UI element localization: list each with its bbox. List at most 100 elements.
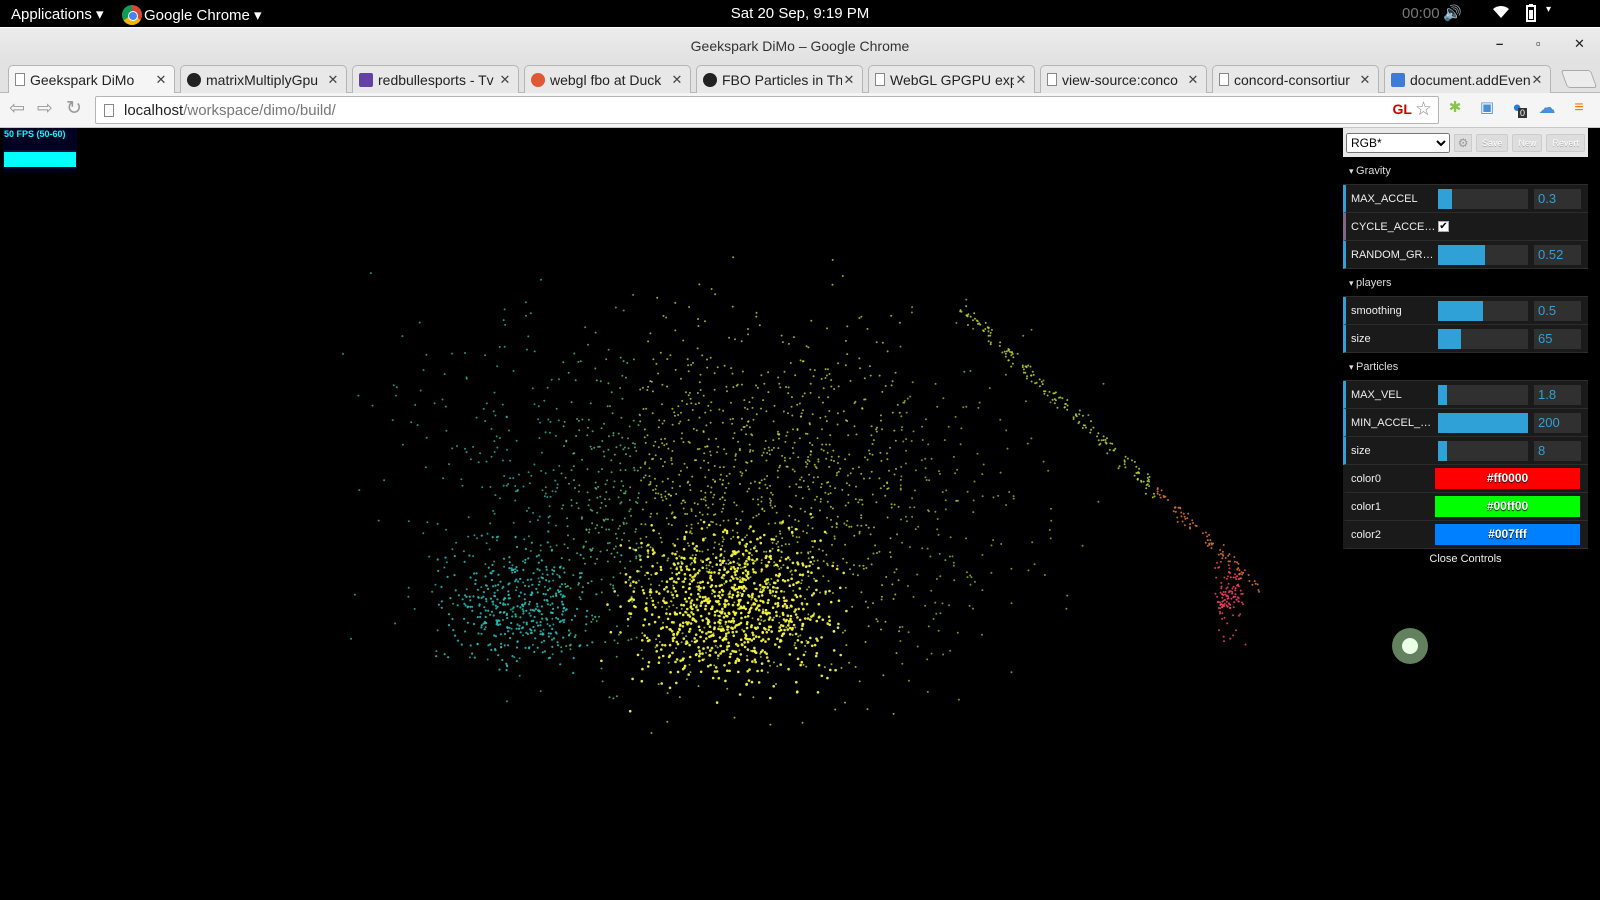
gear-icon[interactable]: ⚙	[1454, 133, 1472, 152]
dat-gui-panel: RGB* ⚙ Save New Revert Gravity MAX_ACCEL…	[1343, 128, 1588, 571]
chrome-menu-icon[interactable]: ≡	[1574, 99, 1584, 116]
preset-select[interactable]: RGB*	[1346, 132, 1451, 153]
tab-close-icon[interactable]: ✕	[155, 71, 167, 87]
app-menu-google-chrome[interactable]: Google Chrome ▾	[122, 5, 262, 25]
folder-particles[interactable]: Particles	[1343, 353, 1588, 381]
tab-close-icon[interactable]: ✕	[1187, 71, 1199, 87]
cycle-accel-checkbox[interactable]: ✔	[1438, 221, 1449, 232]
tab-close-icon[interactable]: ✕	[671, 71, 683, 87]
cloud-icon[interactable]: ☁	[1538, 98, 1556, 117]
slider-fill	[1438, 440, 1447, 461]
color0-picker[interactable]: #ff0000	[1435, 468, 1580, 489]
control-color0: color0 #ff0000	[1343, 465, 1588, 493]
tab-label: WebGL GPGPU exp	[890, 71, 1014, 88]
twitch-icon	[359, 72, 373, 87]
tab-redbullesports[interactable]: redbullesports - Tv ✕	[352, 65, 519, 93]
tab-close-icon[interactable]: ✕	[327, 71, 339, 87]
applications-menu[interactable]: Applications ▾	[11, 6, 104, 23]
close-controls-button[interactable]: Close Controls	[1343, 549, 1588, 571]
tab-label: concord-consortiur	[1234, 71, 1350, 88]
slider-fill	[1438, 300, 1483, 321]
particle-size-input[interactable]: 8	[1534, 440, 1581, 461]
control-cycle-accel: CYCLE_ACCEL... ✔	[1343, 213, 1588, 241]
minimize-button[interactable]: –	[1496, 36, 1504, 51]
random-gravity-slider[interactable]	[1438, 244, 1528, 265]
window-extension-icon[interactable]: ▣	[1479, 99, 1495, 116]
system-top-bar: Applications ▾ Google Chrome ▾ Sat 20 Se…	[0, 0, 1600, 27]
volume-icon[interactable]: 🔊	[1443, 5, 1462, 22]
control-label: color2	[1351, 528, 1381, 541]
reload-icon[interactable]: ↻	[66, 98, 82, 119]
new-tab-button[interactable]	[1560, 70, 1598, 88]
folder-gravity[interactable]: Gravity	[1343, 157, 1588, 185]
particle-canvas[interactable]	[0, 128, 1600, 900]
duckduckgo-icon	[531, 72, 545, 87]
max-vel-slider[interactable]	[1438, 384, 1528, 405]
github-icon	[703, 72, 717, 87]
random-gravity-input[interactable]: 0.52	[1534, 244, 1581, 265]
control-label: MAX_VEL	[1351, 388, 1402, 401]
tab-webgl-fbo-duckduckgo[interactable]: webgl fbo at Duck ✕	[524, 65, 691, 93]
max-accel-input[interactable]: 0.3	[1534, 188, 1581, 209]
close-window-button[interactable]: ✕	[1574, 36, 1585, 51]
min-accel-dist-slider[interactable]	[1438, 412, 1528, 433]
webgl-inspector-badge[interactable]: GL	[1392, 101, 1412, 117]
control-color1: color1 #00ff00	[1343, 493, 1588, 521]
control-max-accel: MAX_ACCEL 0.3	[1343, 185, 1588, 213]
color1-picker[interactable]: #00ff00	[1435, 496, 1580, 517]
new-button[interactable]: New	[1512, 133, 1543, 152]
control-label: MAX_ACCEL	[1351, 192, 1418, 205]
tab-matrixmultiplygpu[interactable]: matrixMultiplyGpu ✕	[180, 65, 347, 93]
tab-close-icon[interactable]: ✕	[843, 71, 855, 87]
control-particle-size: size 8	[1343, 437, 1588, 465]
profile-extension-icon[interactable]: ● 0	[1512, 99, 1528, 118]
control-random-gravity: RANDOM_GRA... 0.52	[1343, 241, 1588, 269]
back-arrow-icon[interactable]: ⇦	[9, 98, 25, 119]
window-title: Geekspark DiMo – Google Chrome	[690, 38, 910, 54]
app-menu-label: Google Chrome ▾	[144, 7, 262, 24]
bookmark-star-icon[interactable]: ☆	[1414, 99, 1432, 120]
battery-icon[interactable]	[1524, 4, 1538, 26]
control-label: size	[1351, 332, 1371, 345]
particle-size-slider[interactable]	[1438, 440, 1528, 461]
tab-close-icon[interactable]: ✕	[1359, 71, 1371, 87]
max-vel-input[interactable]: 1.8	[1534, 384, 1581, 405]
save-button[interactable]: Save	[1475, 133, 1509, 152]
smoothing-slider[interactable]	[1438, 300, 1528, 321]
control-label: CYCLE_ACCEL...	[1351, 220, 1438, 233]
color2-picker[interactable]: #007fff	[1435, 524, 1580, 545]
tab-document-addeventlistener[interactable]: document.addEven ✕	[1384, 65, 1551, 93]
extension-badge: 0	[1518, 108, 1528, 118]
tab-fbo-particles[interactable]: FBO Particles in Th ✕	[696, 65, 863, 93]
chrome-icon	[122, 5, 142, 25]
player-size-input[interactable]: 65	[1534, 328, 1581, 349]
slider-fill	[1438, 412, 1528, 433]
revert-button[interactable]: Revert	[1546, 133, 1585, 152]
maximize-button[interactable]: ▫	[1536, 36, 1541, 51]
address-bar[interactable]: localhost/workspace/dimo/build/ GL ☆	[95, 96, 1439, 124]
control-color2: color2 #007fff	[1343, 521, 1588, 549]
control-label: MIN_ACCEL_DI...	[1351, 416, 1438, 429]
tab-close-icon[interactable]: ✕	[1531, 71, 1543, 87]
tab-close-icon[interactable]: ✕	[499, 71, 511, 87]
folder-players[interactable]: players	[1343, 269, 1588, 297]
tab-label: webgl fbo at Duck	[550, 71, 662, 88]
forward-arrow-icon[interactable]: ⇨	[37, 98, 53, 119]
particle-field	[342, 256, 1428, 734]
fps-stats-panel[interactable]: 50 FPS (50-60)	[3, 128, 77, 172]
tab-concord-consortium[interactable]: concord-consortiur ✕	[1212, 65, 1379, 93]
tab-geekspark-dimo[interactable]: Geekspark DiMo ✕	[8, 65, 175, 93]
clock[interactable]: Sat 20 Sep, 9:19 PM	[730, 5, 870, 22]
tab-view-source[interactable]: view-source:conco ✕	[1040, 65, 1207, 93]
max-accel-slider[interactable]	[1438, 188, 1528, 209]
tab-close-icon[interactable]: ✕	[1015, 71, 1027, 87]
player-size-slider[interactable]	[1438, 328, 1528, 349]
fps-readout: 50 FPS (50-60)	[4, 129, 66, 139]
tab-webgl-gpgpu[interactable]: WebGL GPGPU exp ✕	[868, 65, 1035, 93]
wifi-icon[interactable]	[1492, 4, 1510, 24]
android-extension-icon[interactable]: ✱	[1448, 99, 1462, 116]
min-accel-dist-input[interactable]: 200	[1534, 412, 1581, 433]
page-info-icon[interactable]	[104, 103, 114, 117]
system-menu-chevron-down-icon[interactable]: ▾	[1546, 4, 1552, 15]
smoothing-input[interactable]: 0.5	[1534, 300, 1581, 321]
